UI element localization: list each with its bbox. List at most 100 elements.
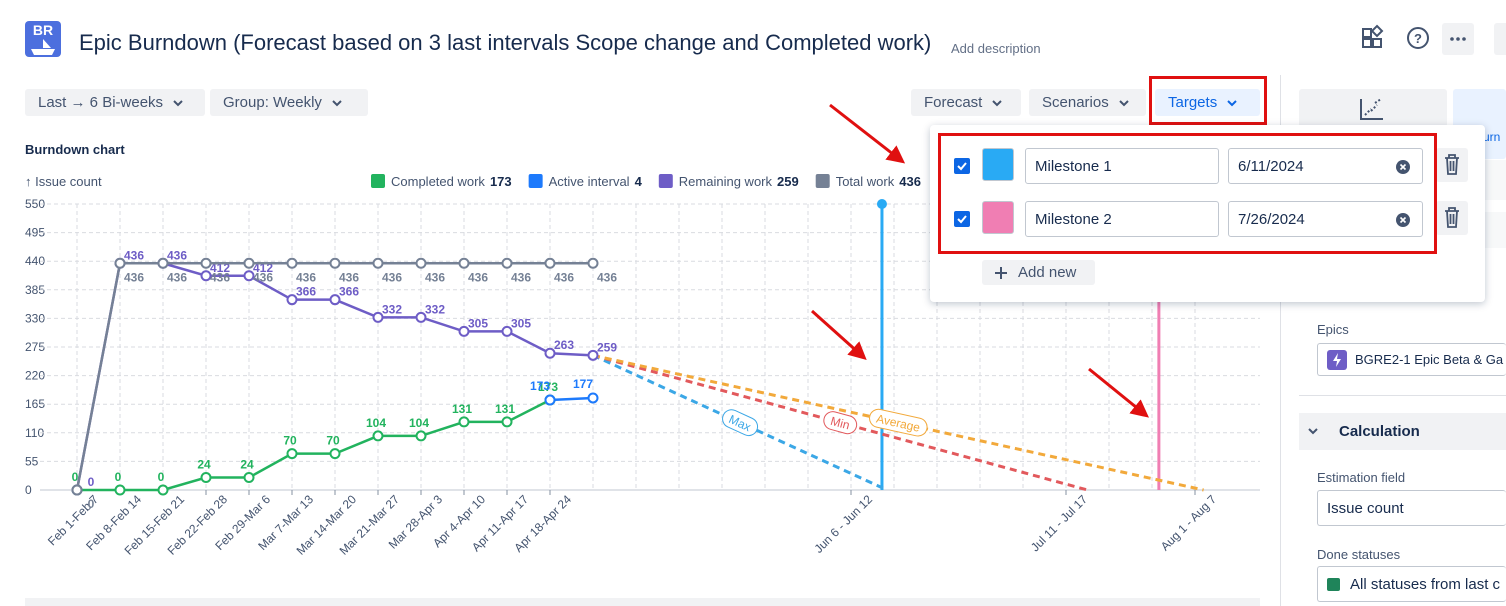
checkbox[interactable] — [954, 158, 970, 174]
add-description[interactable]: Add description — [951, 41, 1041, 56]
data-point — [200, 257, 212, 269]
data-point — [243, 270, 255, 282]
calculation-header[interactable]: Calculation — [1299, 413, 1506, 450]
epics-select[interactable]: BGRE2-1 Epic Beta & Ga — [1317, 343, 1506, 376]
series-line — [549, 396, 594, 402]
header-actions: ? — [1362, 23, 1506, 55]
legend-label: Remaining work — [679, 174, 773, 189]
chart-tab[interactable] — [1299, 89, 1447, 127]
data-label: 305 — [468, 316, 488, 330]
chevron — [173, 99, 183, 106]
color-swatch[interactable] — [982, 201, 1014, 234]
data-point — [372, 430, 384, 442]
more-icon[interactable] — [1442, 23, 1474, 55]
data-point — [415, 311, 427, 323]
targets-dropdown[interactable]: Targets — [1155, 89, 1260, 116]
data-point — [243, 257, 255, 269]
bottom-panel — [25, 598, 1260, 606]
legend-value: 173 — [490, 174, 512, 189]
tab-text: urn — [1483, 130, 1501, 144]
legend-value: 436 — [899, 174, 921, 189]
delete-bg — [1436, 148, 1468, 182]
scenarios-dropdown[interactable]: Scenarios — [1029, 89, 1146, 116]
chevron — [1227, 99, 1237, 106]
range-dropdown[interactable]: Last → 6 Bi-weeks — [25, 89, 205, 116]
done-select[interactable]: All statuses from last c — [1317, 566, 1506, 602]
clear-icon[interactable] — [1396, 160, 1410, 174]
checkmark — [957, 162, 967, 171]
partial-button[interactable] — [1494, 23, 1506, 55]
color-swatch[interactable] — [982, 148, 1014, 181]
data-point — [501, 416, 513, 428]
done-text: All statuses from last c — [1350, 575, 1501, 593]
legend-swatch — [658, 174, 673, 188]
data-point — [372, 257, 384, 269]
data-point — [501, 257, 513, 269]
add-new-button[interactable]: Add new — [982, 260, 1095, 285]
milestone-name[interactable]: Milestone 2 — [1025, 201, 1219, 237]
y-tick-label: 550 — [25, 197, 45, 211]
data-label: 436 — [210, 270, 230, 284]
forecast-dropdown[interactable]: Forecast — [911, 89, 1021, 116]
date-text: 7/26/2024 — [1238, 210, 1305, 228]
estimation-select[interactable]: Issue count — [1317, 490, 1506, 526]
data-label: 436 — [124, 248, 144, 262]
checkbox-box — [954, 158, 970, 174]
forecast-label: Min — [823, 411, 858, 435]
chart-title: Burndown chart — [25, 142, 125, 157]
help-icon[interactable]: ? — [1407, 27, 1429, 49]
data-label: 0 — [158, 470, 165, 484]
data-point — [286, 448, 298, 460]
add-new-text: Add new — [1018, 264, 1077, 281]
data-label: 70 — [283, 434, 297, 448]
y-axis-label: ↑ Issue count — [25, 174, 102, 189]
forecast-pill — [869, 408, 928, 437]
clear-x — [1399, 163, 1407, 171]
logo-text: BR — [32, 22, 54, 38]
data-point — [415, 430, 427, 442]
legend-swatch — [815, 174, 830, 188]
milestone-date[interactable]: 6/11/2024 — [1228, 148, 1423, 184]
chevron — [332, 99, 342, 106]
data-label: 104 — [409, 416, 429, 430]
milestone-name[interactable]: Milestone 1 — [1025, 148, 1219, 184]
app-logo[interactable]: BR — [25, 21, 61, 57]
milestone-row: Milestone 2 7/26/2024 — [930, 201, 1485, 237]
data-point — [501, 325, 513, 337]
data-point — [544, 257, 556, 269]
y-tick-label: 330 — [25, 311, 45, 325]
data-label: 436 — [124, 270, 144, 284]
y-tick-label: 55 — [25, 454, 39, 468]
date-text: 6/11/2024 — [1238, 157, 1304, 175]
delete-bg — [1436, 201, 1468, 235]
delete-icon[interactable] — [1436, 201, 1468, 235]
y-tick-label: 495 — [25, 226, 45, 240]
targets-popup: Milestone 1 6/11/2024 Milestone 2 7/26/2024… — [930, 125, 1485, 302]
data-label: 436 — [167, 248, 187, 262]
milestone-date[interactable]: 7/26/2024 — [1228, 201, 1423, 237]
data-point — [587, 349, 599, 361]
svg-text:?: ? — [1414, 31, 1422, 46]
y-tick-label: 275 — [25, 340, 45, 354]
trash — [1445, 207, 1459, 228]
data-label: 131 — [452, 402, 472, 416]
group-text: Group: Weekly — [223, 94, 322, 111]
forecast-name: Min — [829, 414, 851, 433]
data-point — [372, 311, 384, 323]
range-text: Last → 6 Bi-weeks — [38, 94, 164, 111]
data-point — [458, 416, 470, 428]
y-tick-label: 0 — [25, 483, 32, 497]
data-label: 263 — [554, 338, 574, 352]
delete-icon[interactable] — [1436, 148, 1468, 182]
x-tick-label: Aug 1 - Aug 7 — [1158, 492, 1220, 554]
clear-x — [1399, 216, 1407, 224]
data-point — [329, 257, 341, 269]
layout-icon[interactable] — [1362, 24, 1384, 48]
data-label: 366 — [339, 285, 359, 299]
group-dropdown[interactable]: Group: Weekly — [210, 89, 368, 116]
checkbox[interactable] — [954, 211, 970, 227]
status-swatch — [1327, 577, 1340, 591]
epic-text: BGRE2-1 Epic Beta & Ga — [1355, 352, 1504, 367]
clear-icon[interactable] — [1396, 213, 1410, 227]
data-point — [157, 257, 169, 269]
